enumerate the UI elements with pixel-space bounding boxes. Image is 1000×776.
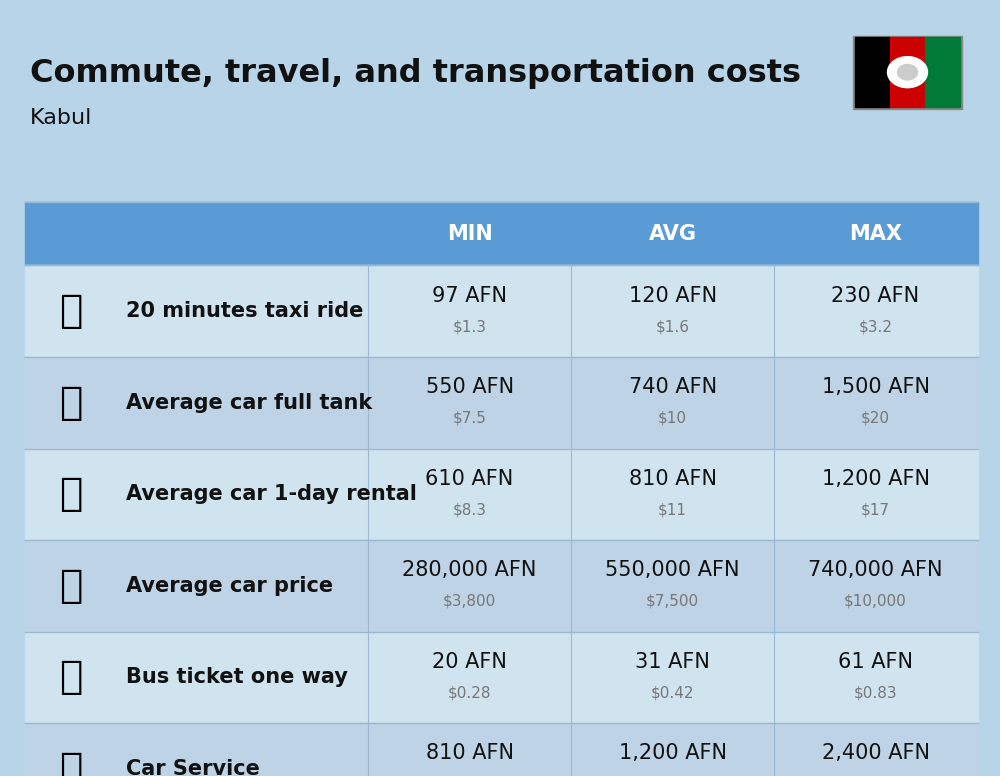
Text: $0.42: $0.42 [651,685,694,701]
Text: 230 AFN: 230 AFN [831,286,920,306]
Text: Kabul: Kabul [30,108,92,128]
Text: 810 AFN: 810 AFN [426,743,514,764]
Bar [25,723,978,776]
Text: 740 AFN: 740 AFN [629,377,717,397]
Text: Average car full tank: Average car full tank [126,393,372,413]
Text: 🚙: 🚙 [59,476,82,513]
Text: 2,400 AFN: 2,400 AFN [822,743,930,764]
Text: 740,000 AFN: 740,000 AFN [808,560,943,580]
Bar [855,37,890,107]
Bar [25,357,978,449]
Text: $11: $11 [658,502,687,518]
Text: 280,000 AFN: 280,000 AFN [402,560,537,580]
Text: 550 AFN: 550 AFN [426,377,514,397]
Text: 🚗: 🚗 [59,567,82,605]
Bar [925,37,960,107]
Text: 810 AFN: 810 AFN [629,469,717,489]
Text: 550,000 AFN: 550,000 AFN [605,560,740,580]
Circle shape [898,64,918,80]
Bar [25,540,978,632]
Text: MAX: MAX [849,223,902,244]
Text: $8.3: $8.3 [453,502,487,518]
Text: $0.83: $0.83 [854,685,897,701]
Bar [25,449,978,540]
Circle shape [888,57,928,88]
Text: $7.5: $7.5 [453,411,487,426]
Text: $1.3: $1.3 [453,319,487,334]
Text: $1.6: $1.6 [656,319,690,334]
Text: 120 AFN: 120 AFN [629,286,717,306]
Text: Average car 1-day rental: Average car 1-day rental [126,484,416,504]
Text: Commute, travel, and transportation costs: Commute, travel, and transportation cost… [30,58,801,89]
Text: 610 AFN: 610 AFN [425,469,514,489]
Text: 1,500 AFN: 1,500 AFN [822,377,930,397]
Text: MIN: MIN [447,223,492,244]
Text: 1,200 AFN: 1,200 AFN [822,469,930,489]
Text: Average car price: Average car price [126,576,333,596]
Text: 20 AFN: 20 AFN [432,652,507,672]
Bar [853,36,962,109]
Text: 🚕: 🚕 [59,293,82,330]
Text: 31 AFN: 31 AFN [635,652,710,672]
Bar [25,632,978,723]
Text: $7,500: $7,500 [646,594,699,609]
Text: $3,800: $3,800 [443,594,496,609]
Text: $10,000: $10,000 [844,594,907,609]
Text: $0.28: $0.28 [448,685,491,701]
Text: Car Service: Car Service [126,759,259,776]
Text: Bus ticket one way: Bus ticket one way [126,667,347,688]
Text: $17: $17 [861,502,890,518]
Text: 🚌: 🚌 [59,659,82,696]
Text: 61 AFN: 61 AFN [838,652,913,672]
Text: $20: $20 [861,411,890,426]
Text: AVG: AVG [649,223,697,244]
Text: $3.2: $3.2 [859,319,893,334]
Bar [25,265,978,357]
Text: $10: $10 [658,411,687,426]
Text: ⛽: ⛽ [59,384,82,421]
Text: 1,200 AFN: 1,200 AFN [619,743,727,764]
Text: 97 AFN: 97 AFN [432,286,507,306]
Text: 20 minutes taxi ride: 20 minutes taxi ride [126,301,363,321]
Text: 🔧: 🔧 [59,750,82,776]
Bar [890,37,925,107]
Bar [25,202,978,265]
